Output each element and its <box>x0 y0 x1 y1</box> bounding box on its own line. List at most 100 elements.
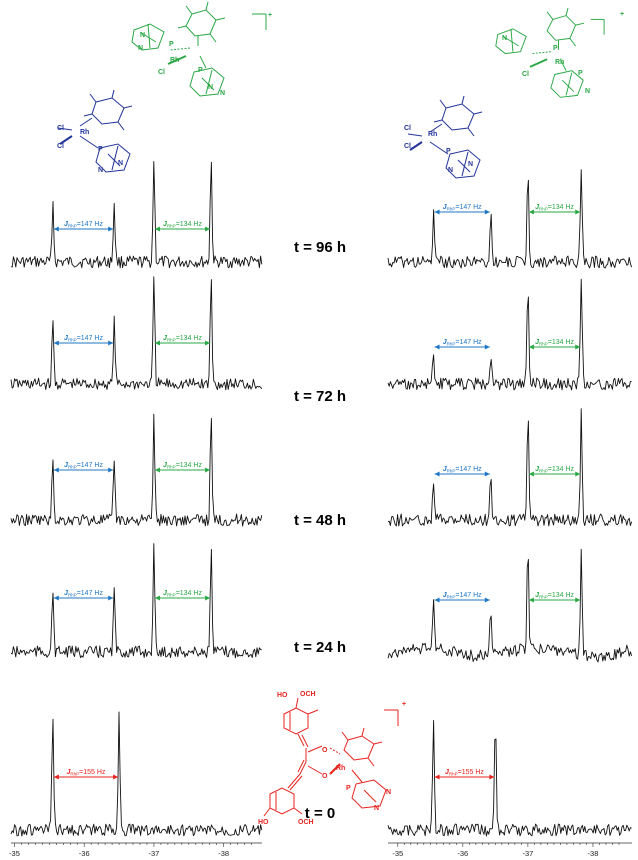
arrow-head-left <box>154 340 160 346</box>
n-label: N <box>208 84 213 91</box>
och3-label: OCH <box>298 819 314 826</box>
rh-label: Rh <box>170 57 179 64</box>
coupling-label: JRhP=134 Hz <box>535 204 574 212</box>
spectra-traces <box>10 160 633 837</box>
spectrum-trace <box>387 169 633 269</box>
spectrum-trace <box>10 543 262 659</box>
spectrum-trace <box>10 276 263 391</box>
coupling-annotations: JRhP=147 Hz JRhP=134 Hz JRhP=147 Hz JRhP=13… <box>53 204 581 780</box>
p-label: P <box>98 146 103 153</box>
time-label: t = 96 h <box>294 239 346 256</box>
coupling-label: JRhP=147 Hz <box>64 335 103 343</box>
n-label: N <box>468 161 473 168</box>
spectrum-trace <box>10 711 263 837</box>
arrow-head-right <box>108 226 114 232</box>
n-label: N <box>138 45 143 52</box>
arrow-head-left <box>154 595 160 601</box>
arrow-head-left <box>53 467 59 473</box>
cl-label: Cl <box>158 69 165 76</box>
arrow-head-right <box>108 467 114 473</box>
arrow-head-left <box>53 595 59 601</box>
arrow-head-left <box>434 344 440 350</box>
och3-label: OCH <box>300 691 316 698</box>
x-tick-label: -35 <box>392 849 403 858</box>
time-label: t = 24 h <box>294 639 346 656</box>
arrow-head-right <box>484 597 490 603</box>
rh-label: Rh <box>336 765 345 772</box>
coupling-label: JRhP=134 Hz <box>535 592 574 600</box>
spectrum-trace <box>10 413 263 527</box>
structure-blue-complex-left <box>57 89 133 173</box>
arrow-head-left <box>434 774 440 780</box>
arrow-head-right <box>484 471 490 477</box>
rh-label: Rh <box>428 131 437 138</box>
coupling-label: JRhP=134 Hz <box>163 590 202 598</box>
n-label: N <box>374 805 379 812</box>
arrow-head-right <box>113 774 119 780</box>
charge-label: + <box>402 701 406 708</box>
arrow-head-right <box>205 467 211 473</box>
cl-label: Cl <box>404 143 411 150</box>
charge-label: + <box>268 12 272 19</box>
arrow-head-left <box>434 209 440 215</box>
arrow-head-left <box>528 597 534 603</box>
arrow-head-left <box>53 774 59 780</box>
coupling-label: JRhP=155 Hz <box>66 769 105 777</box>
arrow-head-left <box>434 471 440 477</box>
n-label: N <box>98 167 103 174</box>
spectrum-trace <box>10 160 263 269</box>
p-label: P <box>578 70 583 77</box>
structure-blue-text-right: Rh P Cl Cl N N <box>404 125 473 174</box>
charge-label: + <box>620 11 624 18</box>
arrow-head-right <box>205 340 211 346</box>
cl-label: Cl <box>57 143 64 150</box>
n-label: N <box>585 88 590 95</box>
arrow-head-right <box>575 344 581 350</box>
time-label: t = 0 <box>305 805 335 822</box>
arrow-head-right <box>108 595 114 601</box>
p-label: P <box>198 67 203 74</box>
spectrum-trace <box>387 408 633 527</box>
arrow-head-left <box>53 340 59 346</box>
coupling-label: JRhP=134 Hz <box>163 335 202 343</box>
arrow-head-right <box>108 340 114 346</box>
n-label: N <box>220 90 225 97</box>
coupling-label: JRhP=134 Hz <box>535 466 574 474</box>
arrow-head-right <box>575 209 581 215</box>
coupling-label: JRhP=155 Hz <box>445 769 484 777</box>
time-labels: t = 96 h t = 72 h t = 48 h t = 24 h t = 0 <box>294 239 346 822</box>
p-label: P <box>346 785 351 792</box>
spectrum-trace <box>387 548 633 663</box>
cl-label: Cl <box>522 71 529 78</box>
arrow-head-right <box>484 344 490 350</box>
arrow-head-left <box>154 226 160 232</box>
spectrum-trace <box>387 719 632 837</box>
arrow-head-left <box>528 344 534 350</box>
x-tick-label: -38 <box>218 849 229 858</box>
arrow-head-right <box>575 471 581 477</box>
arrow-head-left <box>434 597 440 603</box>
structure-green-text-left: Rh P P Cl N N N N + <box>138 12 272 97</box>
o-label: O <box>322 747 328 754</box>
structure-blue-complex-right <box>407 95 483 179</box>
n-label: N <box>118 160 123 167</box>
coupling-label: JRhP=134 Hz <box>163 462 202 470</box>
spectrum-trace <box>387 278 632 391</box>
structure-green-text-right: Rh P P Cl N N + <box>502 11 624 95</box>
n-label: N <box>386 789 391 796</box>
coupling-label: JRhP=147 Hz <box>443 204 482 212</box>
structure-green-complex-left <box>131 1 267 97</box>
coupling-label: JRhP=147 Hz <box>443 592 482 600</box>
arrow-head-right <box>205 226 211 232</box>
coupling-label: JRhP=147 Hz <box>443 466 482 474</box>
x-tick-label: -38 <box>588 849 599 858</box>
coupling-label: JRhP=147 Hz <box>64 462 103 470</box>
time-label: t = 48 h <box>294 512 346 529</box>
o-label: O <box>322 773 328 780</box>
arrow-head-right <box>484 209 490 215</box>
x-tick-label: -37 <box>522 849 533 858</box>
coupling-label: JRhP=134 Hz <box>163 221 202 229</box>
structure-red-complex <box>263 697 399 817</box>
n-label: N <box>448 167 453 174</box>
